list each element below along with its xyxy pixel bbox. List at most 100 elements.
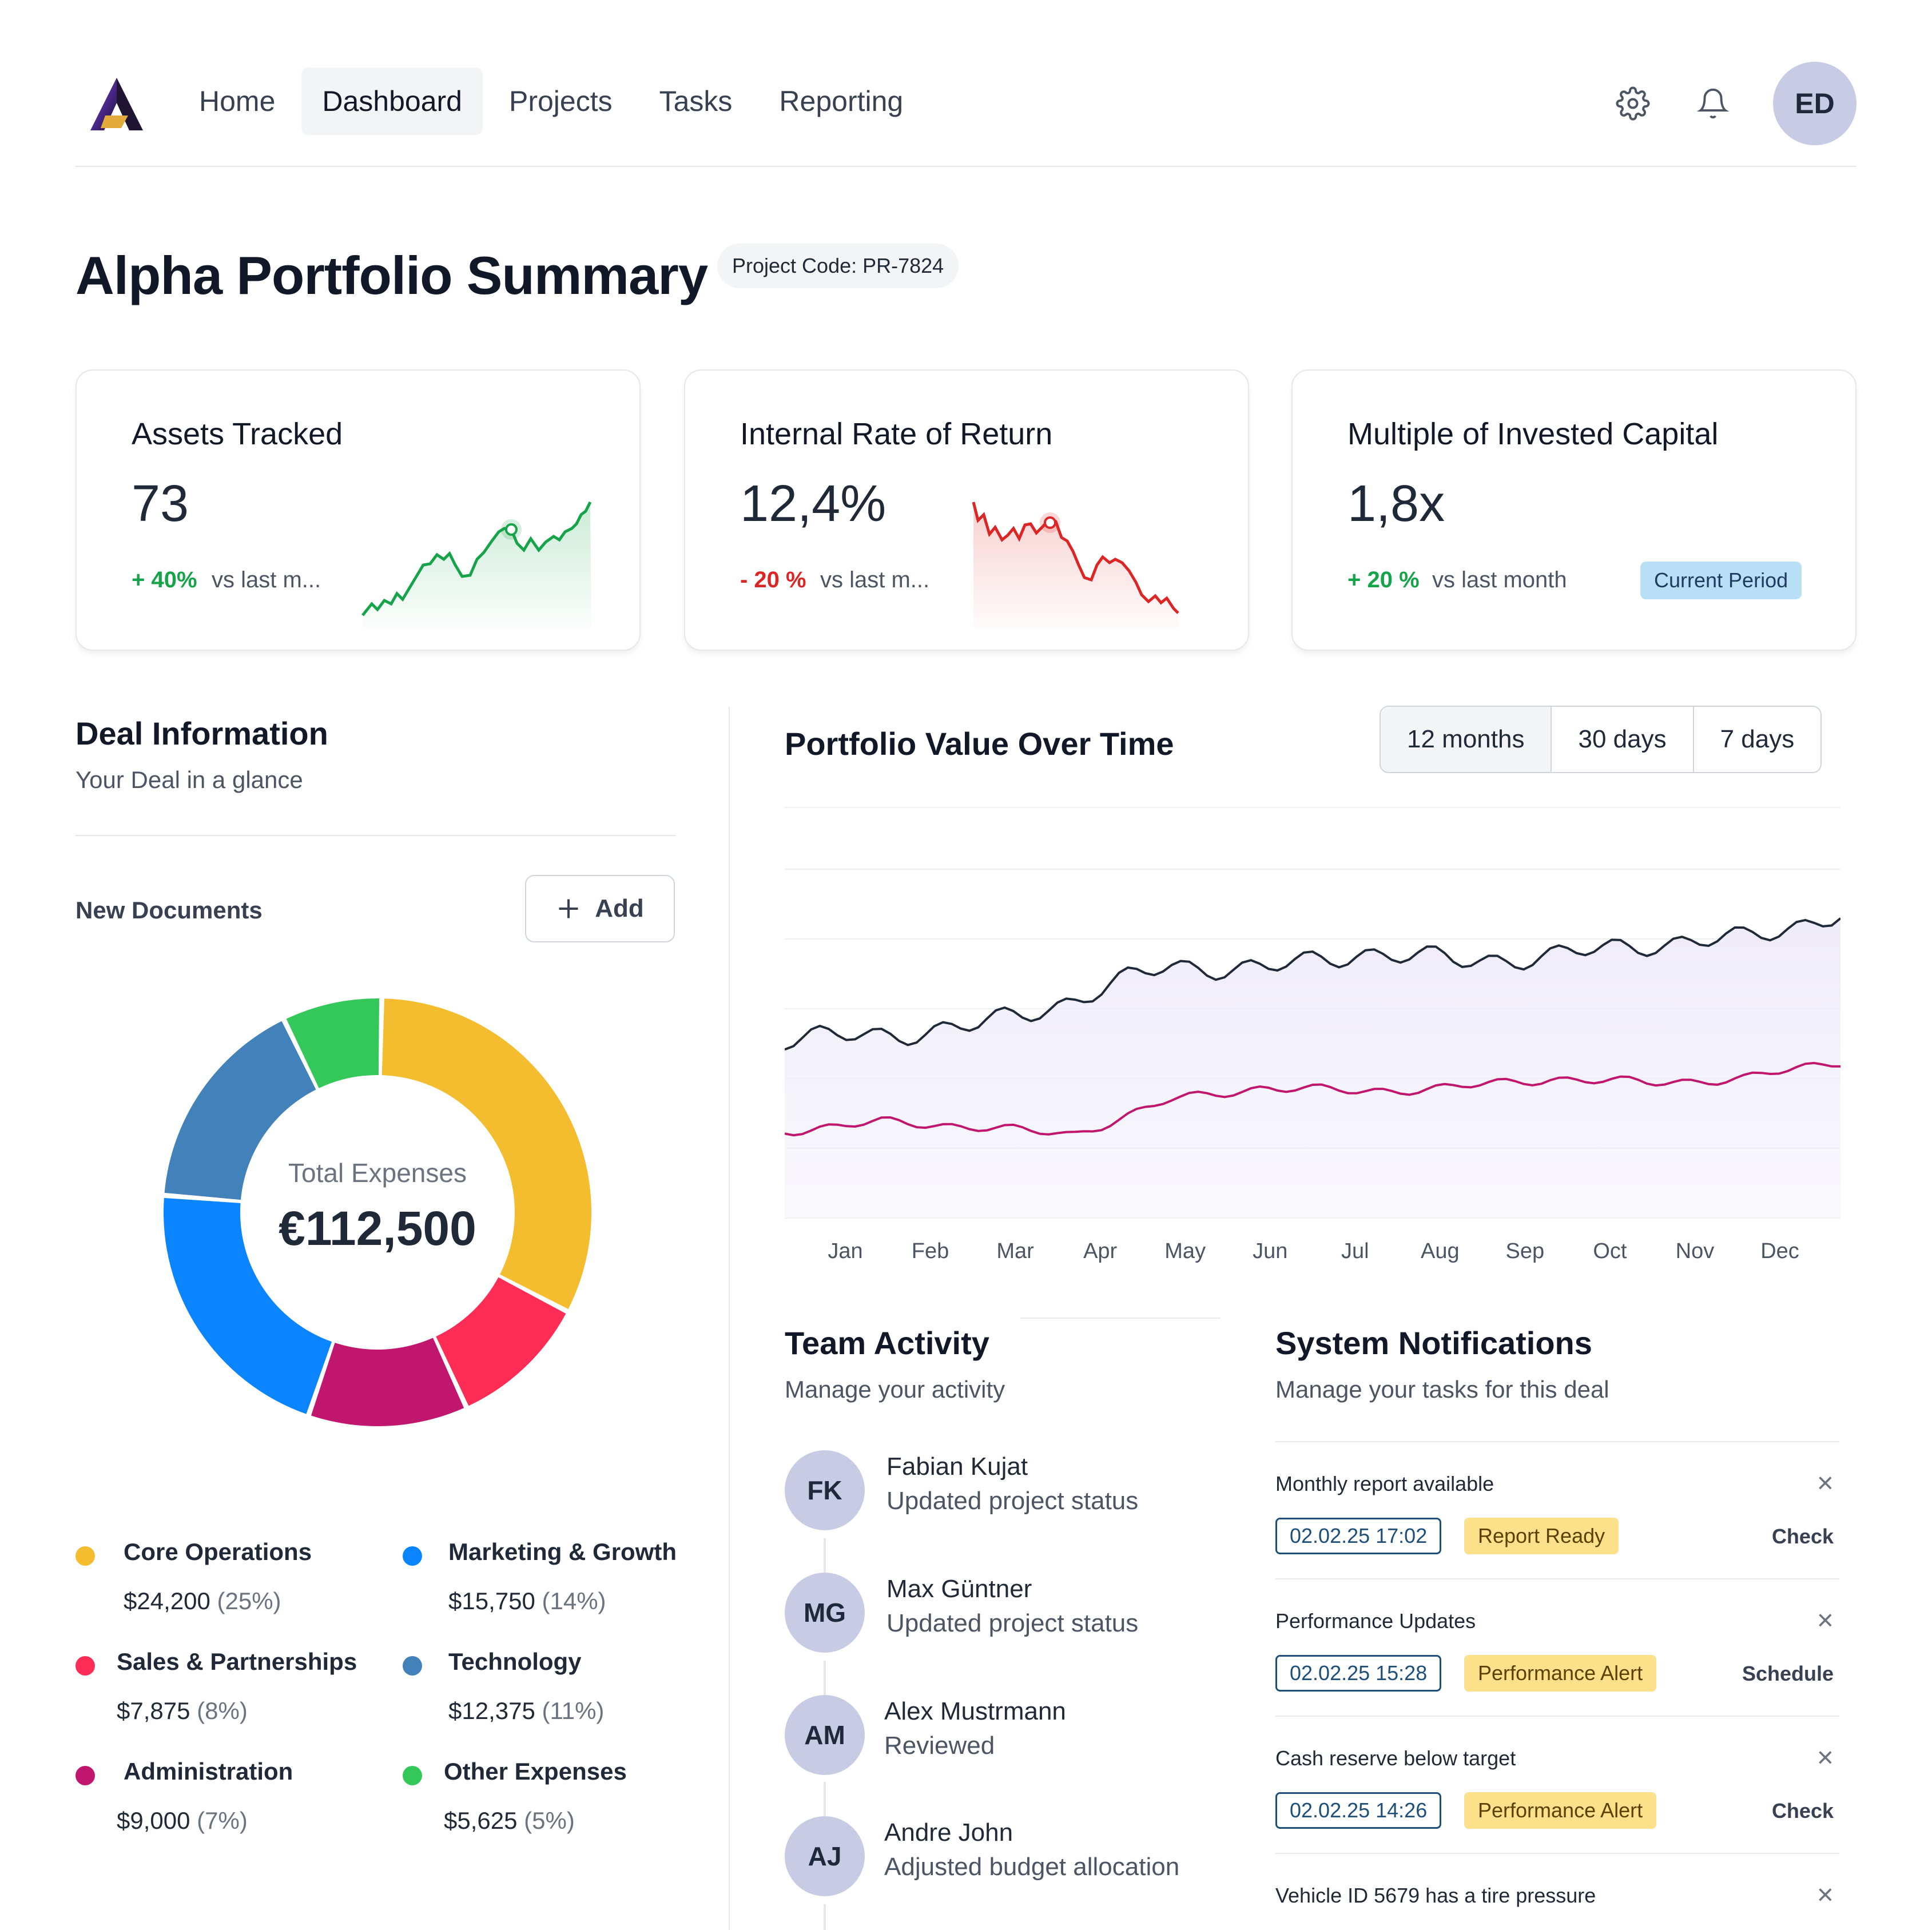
column-divider [729, 707, 730, 1930]
notification-item: Vehicle ID 5679 has a tire pressure × [1275, 1853, 1839, 1930]
nav-item-reporting[interactable]: Reporting [779, 85, 904, 117]
legend-name: Administration [124, 1758, 293, 1785]
notification-title: Vehicle ID 5679 has a tire pressure [1275, 1884, 1596, 1907]
notification-item: Cash reserve below target × 02.02.25 14:… [1275, 1716, 1839, 1853]
close-icon[interactable]: × [1816, 1467, 1834, 1499]
x-tick-label: Oct [1593, 1239, 1627, 1263]
timeline-connector [824, 1661, 826, 1695]
close-icon[interactable]: × [1816, 1741, 1834, 1773]
timeline-connector [824, 1782, 826, 1816]
legend-name: Marketing & Growth [448, 1538, 677, 1565]
notification-title: Monthly report available [1275, 1472, 1494, 1495]
x-tick-label: Feb [912, 1239, 949, 1263]
activity-user: Andre John [884, 1818, 1013, 1847]
legend-item: Marketing & Growth $15,750 (14%) [403, 1538, 700, 1630]
donut-center-value: €112,500 [279, 1201, 476, 1255]
bell-icon[interactable] [1693, 83, 1733, 124]
activity-user: Max Güntner [887, 1575, 1032, 1603]
legend-dot [403, 1546, 422, 1566]
x-tick-label: Jan [828, 1239, 862, 1263]
legend-value: $15,750 (14%) [448, 1587, 606, 1614]
activity-description: Adjusted budget allocation [884, 1853, 1180, 1881]
notification-action-button[interactable]: Schedule [1742, 1662, 1834, 1685]
avatar: MG [785, 1573, 865, 1653]
activity-description: Reviewed [884, 1732, 995, 1760]
activity-user: Fabian Kujat [887, 1453, 1028, 1481]
legend-dot [403, 1766, 422, 1785]
legend-value: $5,625 (5%) [444, 1807, 575, 1834]
team-activity-subtitle: Manage your activity [785, 1376, 1005, 1403]
series-line-portfolio [785, 917, 1840, 1051]
timeline-connector [824, 1904, 826, 1930]
legend-item: Administration $9,000 (7%) [75, 1758, 373, 1849]
add-button-label: Add [595, 894, 644, 922]
deal-info-subtitle: Your Deal in a glance [75, 766, 303, 793]
kpi-title: Internal Rate of Return [740, 417, 1053, 451]
sparkline-assets [361, 501, 592, 628]
portfolio-line-chart: Jan Feb Mar Apr May Jun Jul Aug Sep Oct Nov Dec [785, 807, 1840, 1263]
range-12-months[interactable]: 12 months [1381, 707, 1551, 772]
donut-slice-technology[interactable] [164, 1021, 316, 1200]
donut-slice-other-expenses[interactable] [286, 998, 379, 1088]
nav-item-projects[interactable]: Projects [508, 85, 613, 117]
x-tick-label: Mar [996, 1239, 1034, 1263]
range-7-days[interactable]: 7 days [1692, 707, 1821, 772]
plus-icon [559, 899, 578, 918]
kpi-value: 73 [132, 475, 189, 532]
activity-item[interactable]: AM Alex Mustrmann Reviewed [785, 1695, 1242, 1781]
notification-timestamp: 02.02.25 17:02 [1275, 1518, 1442, 1554]
donut-slice-marketing-growth[interactable] [164, 1197, 332, 1414]
portfolio-chart-title: Portfolio Value Over Time [785, 726, 1174, 762]
new-documents-label: New Documents [75, 897, 263, 924]
page-title: Alpha Portfolio Summary [75, 245, 708, 305]
kpi-value: 1,8x [1347, 475, 1445, 532]
x-tick-label: Jul [1341, 1239, 1369, 1263]
avatar: AJ [785, 1816, 865, 1896]
legend-item: Technology $12,375 (11%) [403, 1648, 700, 1740]
kpi-delta: + 40% [132, 567, 197, 592]
kpi-title: Assets Tracked [132, 417, 343, 451]
legend-dot [75, 1546, 95, 1566]
activity-user: Alex Mustrmann [884, 1697, 1066, 1725]
avatar: FK [785, 1450, 865, 1530]
legend-name: Other Expenses [444, 1758, 627, 1785]
notification-action-button[interactable]: Check [1771, 1525, 1834, 1548]
donut-slice-sales-partnerships[interactable] [436, 1277, 566, 1406]
nav-item-dashboard[interactable]: Dashboard [301, 67, 483, 135]
close-icon[interactable]: × [1816, 1604, 1834, 1636]
kpi-comparison: vs last m... [212, 567, 321, 592]
add-document-button[interactable]: Add [525, 875, 675, 942]
kpi-card-assets: Assets Tracked 73 + 40% vs last m... [75, 369, 641, 651]
sparkline-irr [972, 502, 1179, 628]
activity-item[interactable]: AJ Andre John Adjusted budget allocation [785, 1816, 1242, 1902]
notification-action-button[interactable]: Check [1771, 1799, 1834, 1822]
divider [1020, 1318, 1221, 1319]
series-line-benchmark [785, 1061, 1840, 1137]
logo-icon[interactable] [88, 75, 145, 133]
nav-item-home[interactable]: Home [199, 85, 276, 117]
donut-slice-administration[interactable] [311, 1338, 464, 1426]
user-avatar[interactable]: ED [1773, 62, 1857, 145]
deal-info-title: Deal Information [75, 715, 328, 751]
legend-name: Sales & Partnerships [117, 1648, 357, 1675]
gear-icon[interactable] [1613, 83, 1653, 124]
divider [75, 835, 676, 836]
activity-item[interactable]: FK Fabian Kujat Updated project status [785, 1450, 1242, 1536]
legend-item: Sales & Partnerships $7,875 (8%) [75, 1648, 373, 1740]
activity-item[interactable]: MG Max Güntner Updated project status [785, 1573, 1242, 1658]
system-notifications-subtitle: Manage your tasks for this deal [1275, 1376, 1609, 1403]
timeline-connector [824, 1538, 826, 1573]
team-activity-title: Team Activity [785, 1325, 989, 1361]
notification-title: Performance Updates [1275, 1609, 1476, 1633]
x-tick-label: Sep [1506, 1239, 1545, 1263]
legend-value: $12,375 (11%) [448, 1697, 605, 1724]
close-icon[interactable]: × [1816, 1879, 1834, 1911]
nav-item-tasks[interactable]: Tasks [659, 85, 733, 117]
legend-name: Technology [448, 1648, 582, 1675]
kpi-title: Multiple of Invested Capital [1347, 417, 1719, 451]
donut-slice-core-operations[interactable] [381, 998, 592, 1310]
range-30-days[interactable]: 30 days [1551, 707, 1693, 772]
legend-value: $9,000 (7%) [117, 1807, 248, 1834]
status-badge: Performance Alert [1464, 1655, 1657, 1692]
kpi-card-moic: Multiple of Invested Capital 1,8x + 20 %… [1291, 369, 1857, 651]
